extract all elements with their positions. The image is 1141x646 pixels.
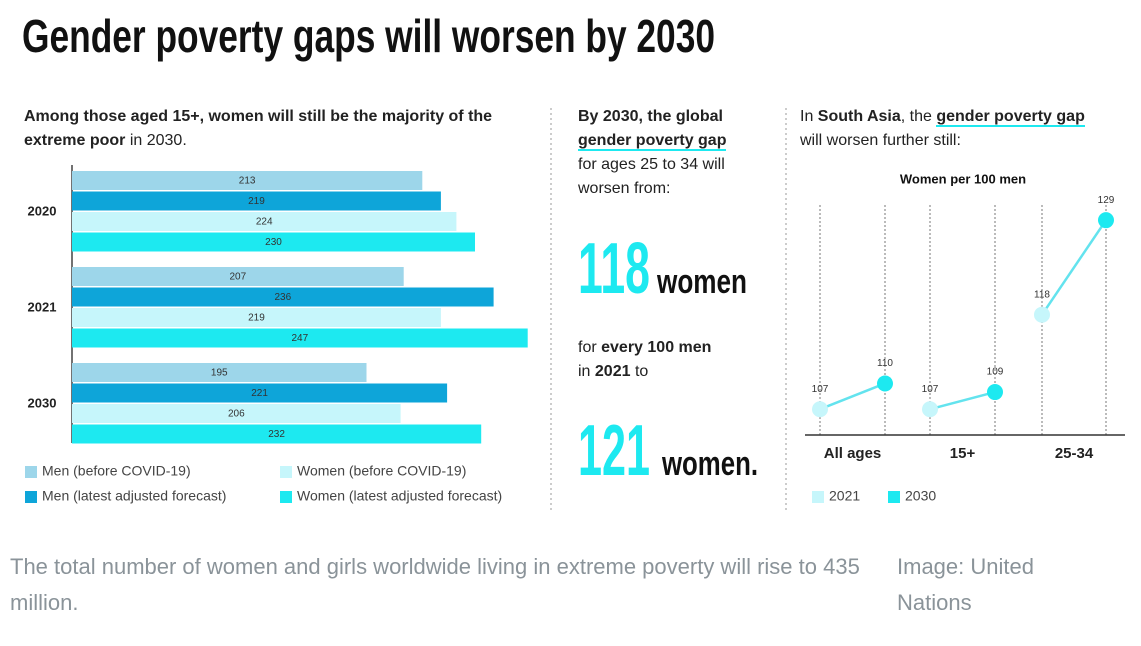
value-label: 195 xyxy=(211,368,228,379)
middle-note: By 2030, the global gender poverty gap for… xyxy=(578,105,756,201)
note-text: in xyxy=(578,363,591,380)
note-text: , the xyxy=(900,108,932,125)
connector xyxy=(1040,219,1108,316)
legend-label: 2030 xyxy=(905,488,936,504)
note-text: will worsen further still: xyxy=(800,132,961,149)
caption: The total number of women and girls worl… xyxy=(10,554,860,615)
bar xyxy=(72,267,404,286)
value-label: 107 xyxy=(812,384,829,395)
value-label: 236 xyxy=(274,292,291,303)
chart-subtitle: Women per 100 men xyxy=(900,171,1026,186)
right-note: In South Asia, the gender poverty gap wi… xyxy=(800,105,1110,153)
legend-swatch xyxy=(25,491,37,503)
value-label: 107 xyxy=(922,384,939,395)
credit: Image: United Nations xyxy=(897,554,1034,615)
legend-swatch xyxy=(888,491,900,503)
value-label: 232 xyxy=(268,429,285,440)
note-link: gender poverty gap xyxy=(578,132,727,151)
point xyxy=(922,401,938,418)
value-label: 219 xyxy=(248,196,265,207)
value-label: 224 xyxy=(256,217,273,228)
value-label: 129 xyxy=(1098,195,1115,206)
bar xyxy=(72,363,367,382)
middle-note: for every 100 men in 2021 to xyxy=(578,336,778,384)
bar xyxy=(72,383,448,403)
note-bold: 2021 xyxy=(594,363,631,380)
category-label: 25-34 xyxy=(1055,445,1094,462)
note-bold: By 2030, the global xyxy=(578,108,723,125)
note-bold: Among those aged 15+, women will still b… xyxy=(24,108,493,149)
legend-label: 2021 xyxy=(829,488,860,504)
value-label: 109 xyxy=(987,367,1004,378)
bar xyxy=(72,404,401,423)
point xyxy=(812,401,828,418)
category-label: 2030 xyxy=(28,395,57,410)
legend-label: Women (latest adjusted forecast) xyxy=(297,488,502,504)
big-number: 118 xyxy=(578,229,650,309)
value-label: 110 xyxy=(877,358,893,369)
bar xyxy=(72,287,494,307)
category-label: All ages xyxy=(824,445,882,462)
note-bold: South Asia xyxy=(817,108,901,125)
bar xyxy=(72,191,441,211)
bar xyxy=(72,308,441,327)
note-bold: every 100 men xyxy=(601,339,712,356)
value-label: 118 xyxy=(1034,289,1050,300)
bar xyxy=(72,328,528,348)
legend-swatch xyxy=(280,491,292,503)
note-text: for ages 25 to 34 will worsen from: xyxy=(578,156,725,197)
big-number: 121 xyxy=(578,411,650,491)
point xyxy=(987,384,1003,401)
note-link: gender poverty gap xyxy=(936,108,1085,127)
note-text: for xyxy=(578,339,597,356)
value-label: 213 xyxy=(239,176,256,187)
connector xyxy=(929,390,996,411)
legend-label: Men (before COVID-19) xyxy=(42,463,191,479)
legend-swatch xyxy=(25,466,37,478)
note-text: in 2030. xyxy=(129,132,187,149)
category-label: 15+ xyxy=(950,445,976,462)
legend-swatch xyxy=(812,491,824,503)
category-label: 2020 xyxy=(28,203,57,218)
legend-label: Women (before COVID-19) xyxy=(297,463,466,479)
value-label: 207 xyxy=(230,272,247,283)
category-label: 2021 xyxy=(28,299,57,314)
bar xyxy=(72,212,457,231)
point xyxy=(1098,212,1114,229)
bar xyxy=(72,424,482,444)
note-text: to xyxy=(634,363,649,380)
value-label: 219 xyxy=(248,313,265,324)
left-note: Among those aged 15+, women will still b… xyxy=(24,105,524,153)
title: Gender poverty gaps will worsen by 2030 xyxy=(22,10,715,62)
value-label: 230 xyxy=(265,237,282,248)
legend-swatch xyxy=(280,466,292,478)
bar xyxy=(72,171,423,190)
point xyxy=(1034,306,1050,323)
point xyxy=(877,375,893,392)
connector xyxy=(819,382,886,411)
big-unit: women. xyxy=(661,445,758,483)
bar xyxy=(72,232,475,252)
big-unit: women xyxy=(656,263,747,301)
value-label: 247 xyxy=(292,333,309,344)
value-label: 221 xyxy=(251,388,268,399)
value-label: 206 xyxy=(228,409,245,420)
legend-label: Men (latest adjusted forecast) xyxy=(42,488,226,504)
note-text: In xyxy=(800,108,814,125)
